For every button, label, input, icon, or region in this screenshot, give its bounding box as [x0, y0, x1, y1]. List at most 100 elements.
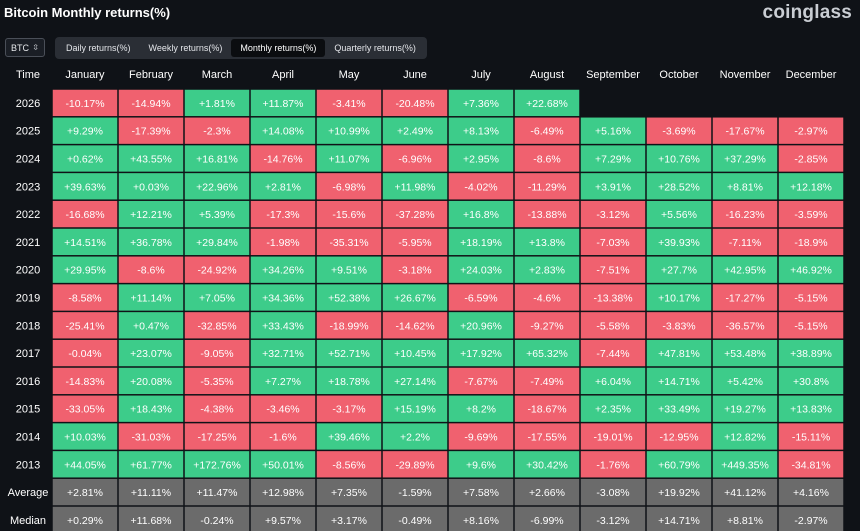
return-value: +41.12%	[724, 487, 766, 499]
return-cell	[52, 89, 118, 117]
return-value: -4.6%	[533, 293, 560, 305]
return-value: -33.05%	[65, 404, 104, 416]
return-value: -16.23%	[725, 209, 764, 221]
return-cell	[118, 423, 184, 450]
return-value: -18.9%	[794, 237, 827, 249]
return-value: +13.83%	[790, 404, 832, 416]
return-value: +28.52%	[658, 181, 700, 193]
return-cell	[580, 451, 646, 478]
tab-weekly-returns[interactable]: Weekly returns(%)	[148, 43, 223, 53]
return-value: -4.38%	[200, 404, 233, 416]
return-cell	[118, 367, 184, 395]
return-cell	[382, 200, 448, 228]
return-value: -15.6%	[332, 209, 365, 221]
return-value: -1.76%	[596, 459, 629, 471]
return-value: -3.69%	[662, 126, 695, 138]
return-value: -6.49%	[530, 126, 563, 138]
return-value: -5.15%	[794, 293, 827, 305]
return-value: +34.36%	[262, 293, 304, 305]
return-value: +36.78%	[130, 237, 172, 249]
return-value: +32.71%	[262, 348, 304, 360]
return-cell	[118, 117, 184, 144]
return-cell	[382, 228, 448, 256]
return-cell	[184, 117, 250, 144]
return-value: +18.19%	[460, 237, 502, 249]
return-cell	[778, 228, 844, 256]
return-cell	[184, 395, 250, 422]
return-value: +17.92%	[460, 348, 502, 360]
return-value: +44.05%	[64, 459, 106, 471]
return-value: -7.49%	[530, 376, 563, 388]
return-cell	[382, 478, 448, 506]
return-cell	[448, 145, 514, 172]
year-label: 2021	[16, 237, 40, 249]
return-cell	[514, 451, 580, 478]
return-cell	[382, 284, 448, 311]
return-cell	[646, 478, 712, 506]
return-cell	[712, 284, 778, 311]
return-cell	[316, 339, 382, 367]
return-value: -0.49%	[398, 515, 431, 527]
return-cell	[184, 451, 250, 478]
tab-quarterly-returns[interactable]: Quarterly returns(%)	[334, 43, 416, 53]
return-cell	[118, 284, 184, 311]
return-value: -8.56%	[332, 459, 365, 471]
return-value: +11.68%	[131, 515, 172, 527]
return-value: -0.04%	[68, 348, 101, 360]
year-row: 2024 +0.62% +43.55% +16.81% -14.76% +11.07% -6…	[16, 145, 844, 172]
return-value: -17.39%	[131, 126, 170, 138]
year-row: 2015 -33.05% +18.43% -4.38% -3.46% -3.17% +15.…	[16, 395, 844, 422]
return-cell	[778, 423, 844, 450]
return-cell	[52, 200, 118, 228]
return-cell	[712, 173, 778, 200]
return-cell	[184, 312, 250, 339]
return-cell	[778, 395, 844, 422]
return-value: +2.83%	[529, 265, 565, 277]
return-value: +24.03%	[460, 265, 502, 277]
return-cell	[580, 200, 646, 228]
return-value: -2.97%	[794, 515, 827, 527]
return-cell	[712, 506, 778, 531]
return-cell	[514, 117, 580, 144]
return-cell	[52, 284, 118, 311]
return-value: +2.95%	[463, 154, 499, 166]
asset-select[interactable]: BTC ⇳	[5, 38, 45, 57]
return-value: -18.99%	[329, 320, 368, 332]
return-value: +46.92%	[790, 265, 832, 277]
return-cell	[52, 423, 118, 450]
return-cell	[118, 451, 184, 478]
return-value: -32.85%	[197, 320, 236, 332]
return-value: -7.67%	[464, 376, 497, 388]
year-label: 2023	[16, 181, 40, 193]
month-header: April	[272, 69, 294, 81]
return-cell	[778, 339, 844, 367]
return-value: +9.57%	[265, 515, 301, 527]
return-cell	[118, 312, 184, 339]
return-cell	[448, 173, 514, 200]
tab-monthly-returns[interactable]: Monthly returns(%)	[231, 39, 326, 57]
return-value: +47.81%	[658, 348, 700, 360]
return-value: +37.29%	[724, 154, 766, 166]
return-cell	[712, 367, 778, 395]
return-cell	[250, 117, 316, 144]
return-cell	[250, 200, 316, 228]
return-value: -8.6%	[533, 154, 560, 166]
return-value: -8.6%	[137, 265, 164, 277]
return-cell	[778, 367, 844, 395]
return-value: -9.27%	[530, 320, 563, 332]
return-value: +12.18%	[790, 181, 832, 193]
return-cell	[382, 89, 448, 117]
return-value: +38.89%	[790, 348, 832, 360]
return-value: +172.76%	[193, 459, 241, 471]
return-cell	[580, 312, 646, 339]
return-cell	[778, 506, 844, 531]
tab-daily-returns[interactable]: Daily returns(%)	[66, 43, 131, 53]
return-cell	[184, 506, 250, 531]
return-cell	[514, 228, 580, 256]
return-value: +18.43%	[130, 404, 172, 416]
year-row: 2022 -16.68% +12.21% +5.39% -17.3% -15.6% -37.…	[16, 200, 844, 228]
return-cell	[448, 395, 514, 422]
return-cell	[580, 228, 646, 256]
return-cell	[646, 312, 712, 339]
